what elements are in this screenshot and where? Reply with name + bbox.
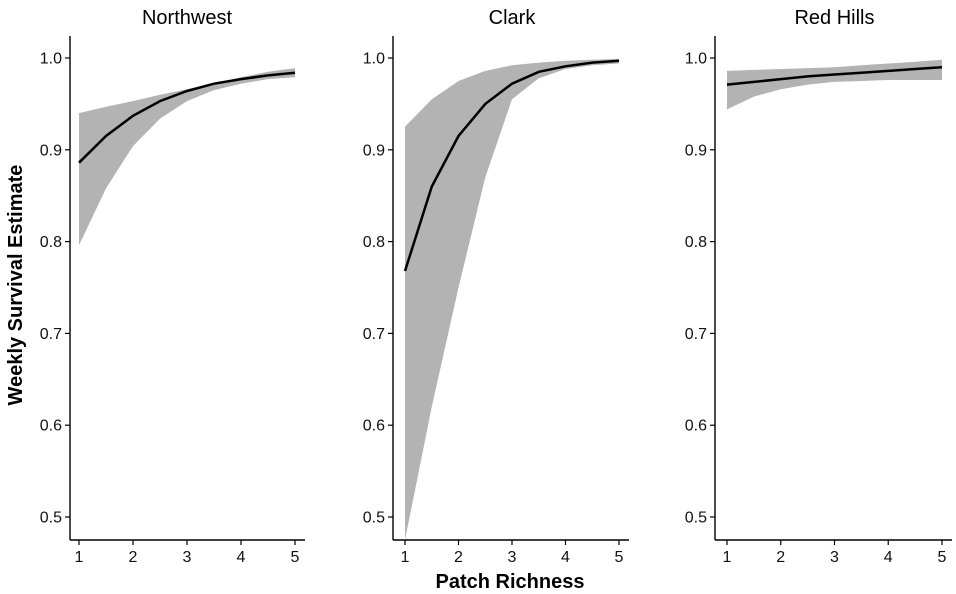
y-tick-label: 0.8 — [685, 234, 707, 251]
panel: 0.5 0.6 0.7 0.8 0.9 1.0 1 2 3 4 5 Red Hills — [685, 7, 952, 566]
x-tick-label: 3 — [830, 549, 839, 566]
estimate-line — [78, 71, 296, 164]
panel-title: Northwest — [142, 7, 232, 29]
y-tick-label: 1.0 — [40, 51, 62, 68]
panels: 0.50.60.70.80.91.01 2 3 4 5Northwest0.50.60.… — [40, 7, 952, 566]
x-tick-label: 4 — [884, 549, 893, 566]
x-tick-label: 1 — [75, 549, 84, 566]
y-tick-label: 0.5 — [685, 510, 707, 527]
x-tick-label: 2 — [454, 549, 463, 566]
x-tick-label: 3 — [183, 549, 192, 566]
y-tick-label: 0.9 — [685, 142, 707, 159]
x-axis-title: Patch Richness — [436, 571, 585, 593]
y-tick-label: 0.9 — [40, 142, 62, 159]
y-tick-label: 0.8 — [40, 234, 62, 251]
confidence-band — [727, 59, 942, 110]
confidence-band — [405, 58, 619, 541]
y-tick-label: 0.6 — [685, 418, 707, 435]
panel: 0.5 0.6 0.7 0.8 0.9 1.0 1 2 3 4 5 Clark — [363, 7, 629, 566]
x-tick-label: 4 — [237, 549, 246, 566]
y-tick-label: 0.8 — [363, 234, 385, 251]
x-tick-label: 5 — [615, 549, 624, 566]
y-tick-label: 0.5 — [40, 510, 62, 527]
y-tick-label: 0.7 — [685, 326, 707, 343]
y-tick-label: 0.7 — [40, 326, 62, 343]
y-tick-label: 0.9 — [363, 142, 385, 159]
confidence-band — [79, 68, 295, 246]
x-tick-label: 1 — [723, 549, 732, 566]
y-tick-label: 0.5 — [363, 510, 385, 527]
y-tick-label: 0.6 — [363, 418, 385, 435]
x-tick-label: 5 — [938, 549, 947, 566]
x-tick-label: 1 — [401, 549, 410, 566]
y-axis-title: Weekly Survival Estimate — [5, 165, 27, 406]
estimate-line — [726, 65, 943, 86]
x-tick-label: 5 — [291, 549, 300, 566]
x-tick-label: 2 — [776, 549, 785, 566]
y-tick-label: 1.0 — [363, 51, 385, 68]
y-tick-label: 0.6 — [40, 418, 62, 435]
x-tick-label: 3 — [508, 549, 517, 566]
y-tick-label: 0.7 — [363, 326, 385, 343]
panel: 0.5 0.6 0.7 0.8 0.9 1.0 1 2 3 4 5 Northwest — [40, 7, 305, 566]
y-tick-label: 1.0 — [685, 51, 707, 68]
x-tick-label: 2 — [129, 549, 138, 566]
panel-title: Clark — [489, 7, 537, 29]
estimate-line — [403, 59, 620, 272]
x-tick-label: 4 — [561, 549, 570, 566]
panel-title: Red Hills — [794, 7, 874, 29]
